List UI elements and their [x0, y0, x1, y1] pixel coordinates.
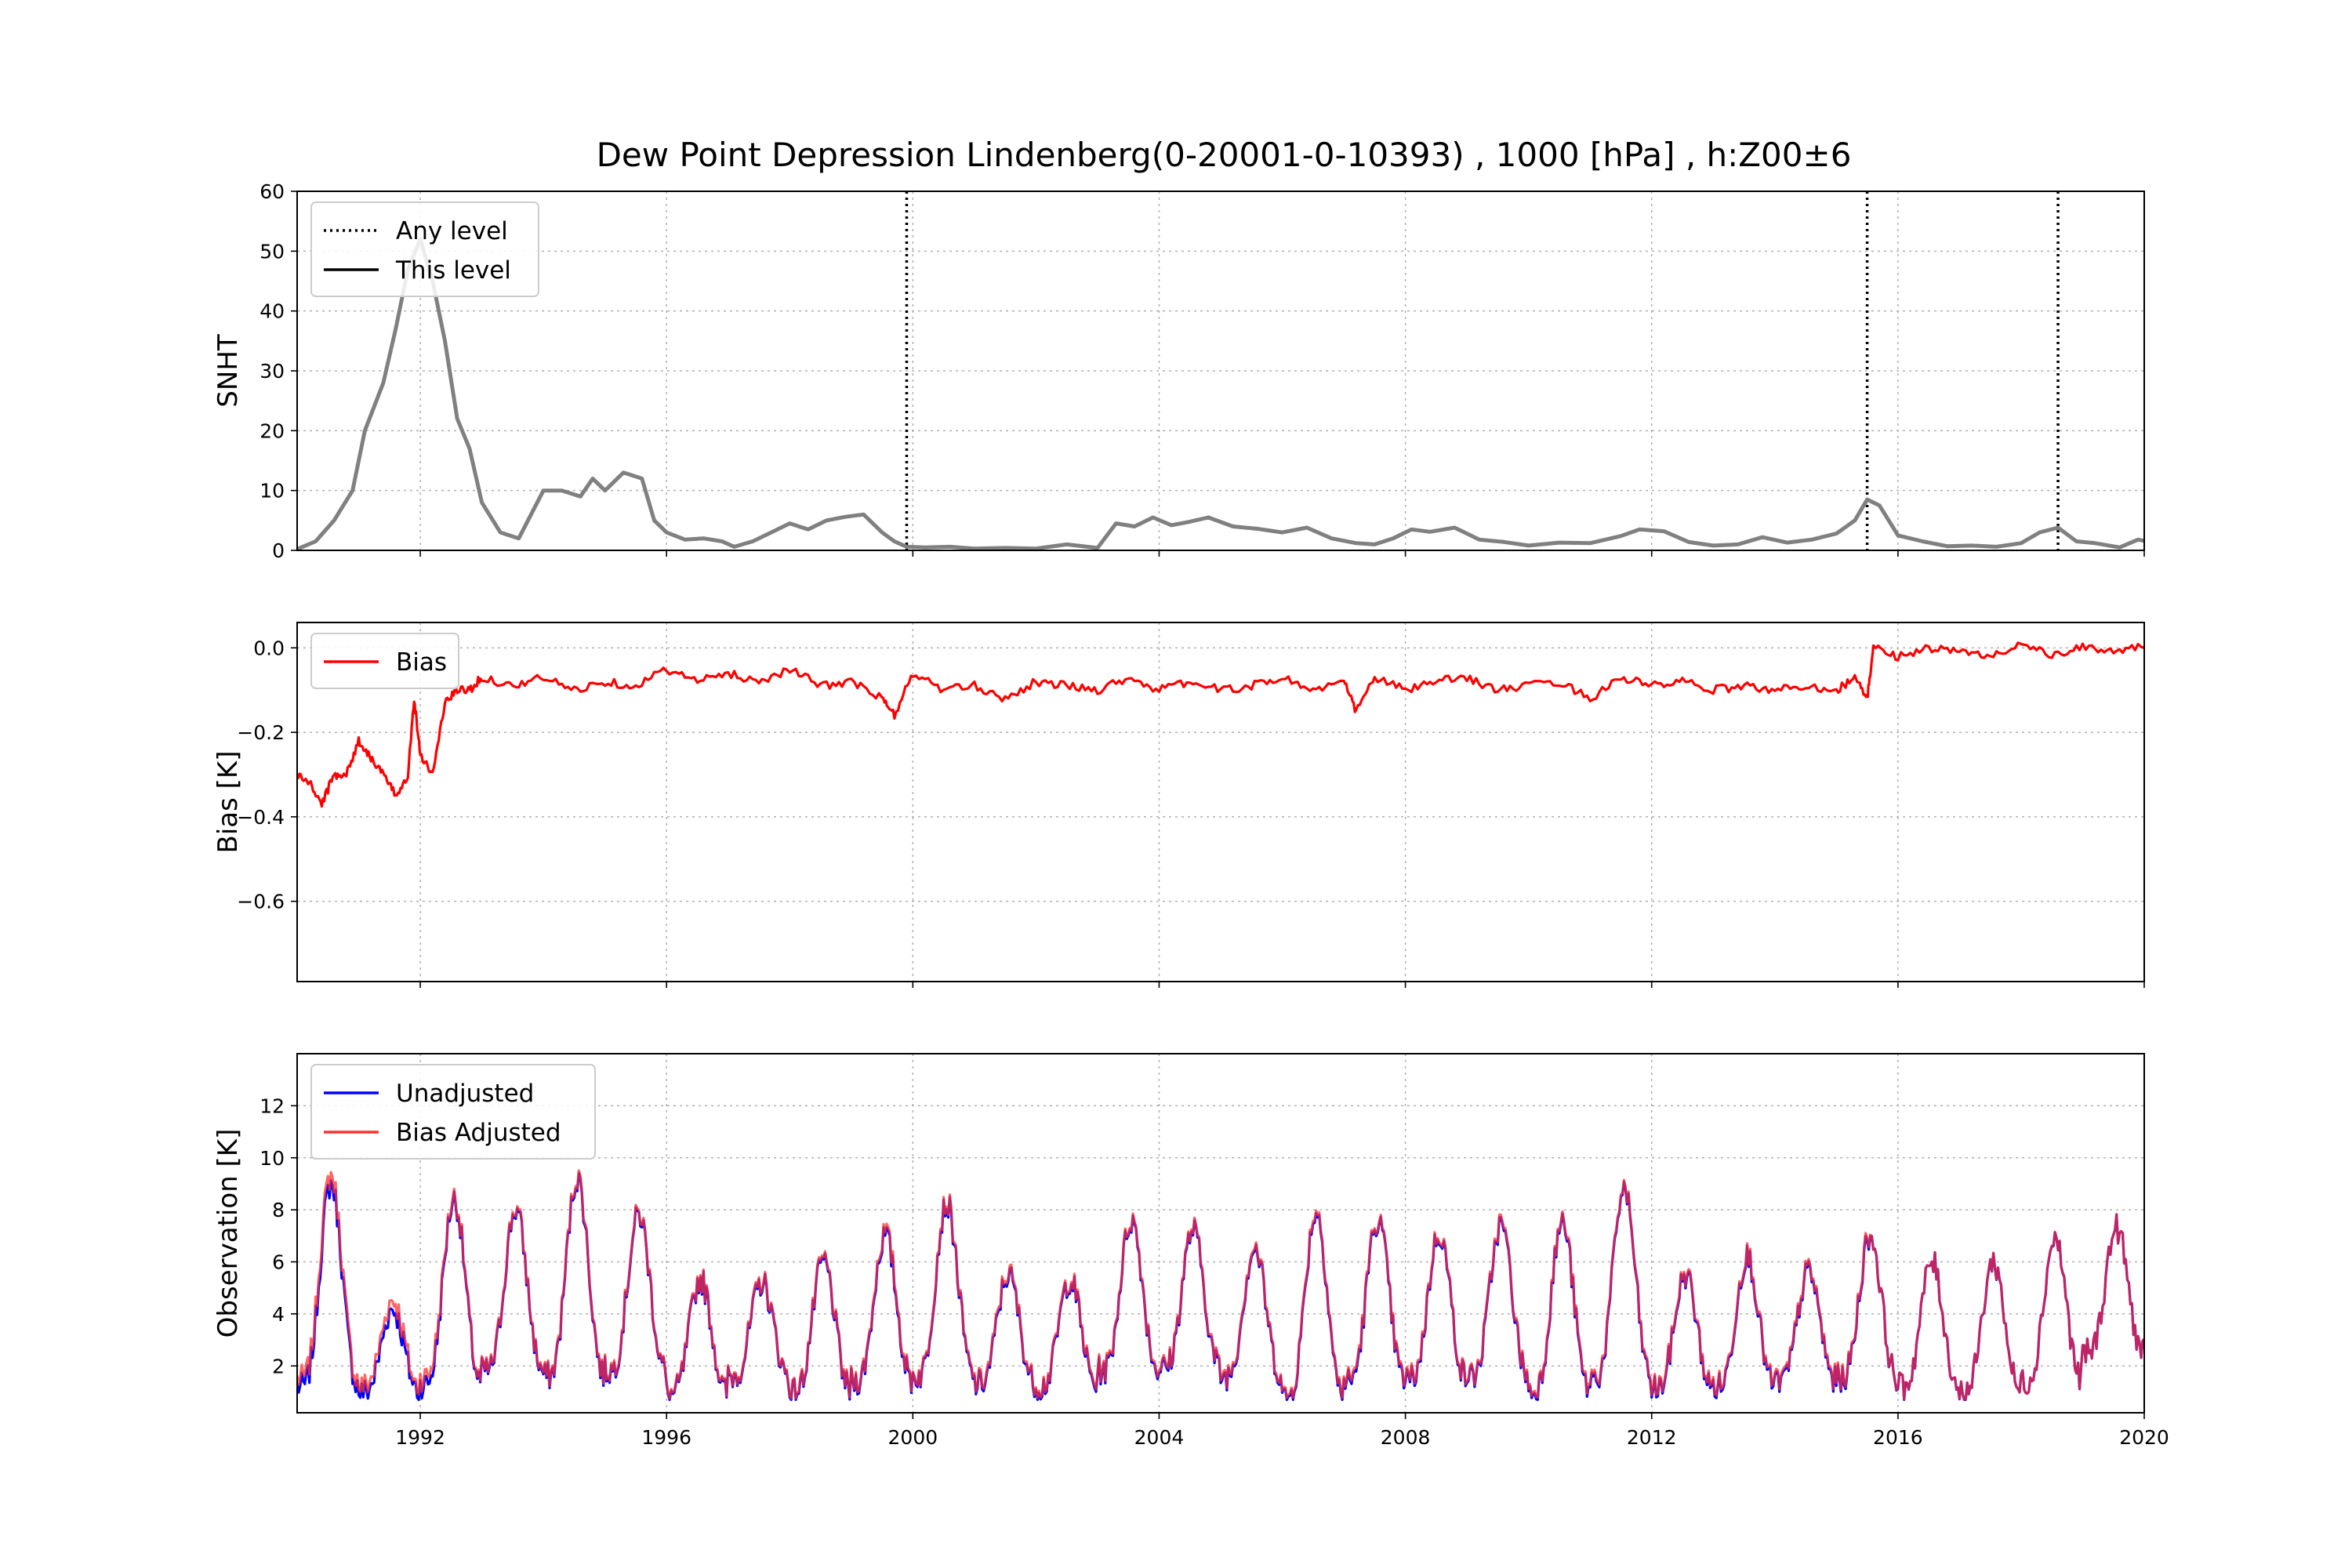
- snht-y-tick-label: 40: [260, 300, 285, 323]
- observation-axes-frame: [296, 1053, 2145, 1414]
- observation-y-tick-label: 4: [272, 1303, 285, 1326]
- bias-panel: 0.0 −0.2 −0.4 −0.6 Bias [K] Bias: [212, 622, 2145, 988]
- observation-y-tick-label: 2: [272, 1355, 285, 1377]
- observation-y-tick-label: 10: [260, 1147, 285, 1170]
- snht-legend-label: Any level: [396, 217, 508, 245]
- bias-adjusted-series-line: [297, 1169, 2144, 1401]
- observation-y-tick-label: 8: [272, 1199, 285, 1221]
- bias-y-tick-label: −0.4: [237, 806, 285, 829]
- x-tick-label: 2012: [1627, 1426, 1677, 1449]
- x-tick-label: 2008: [1381, 1426, 1431, 1449]
- chart-title: Dew Point Depression Lindenberg(0-20001-…: [597, 136, 1852, 174]
- snht-plot-area: [297, 191, 2144, 550]
- snht-y-tick-label: 50: [260, 240, 285, 263]
- bias-axes-frame: [296, 622, 2145, 982]
- snht-y-tick-label: 30: [260, 360, 285, 383]
- x-tick-label: 2004: [1134, 1426, 1185, 1449]
- snht-axes-frame: [296, 191, 2145, 551]
- bias-y-axis-label: Bias [K]: [212, 751, 244, 854]
- snht-panel: 0 10 20 30 40 50 60 SNHT Any level This level: [212, 180, 2145, 562]
- snht-series-line: [297, 237, 2144, 550]
- observation-legend-box: [310, 1064, 596, 1160]
- bias-y-tick-label: 0.0: [253, 637, 285, 659]
- snht-y-tick-label: 20: [260, 419, 285, 442]
- x-tick-label: 2016: [1873, 1426, 1923, 1449]
- x-tick-label: 1996: [641, 1426, 691, 1449]
- x-tick-label: 1992: [395, 1426, 445, 1449]
- bias-y-tick-label: −0.2: [237, 721, 285, 744]
- observation-legend: Unadjusted Bias Adjusted: [310, 1064, 596, 1160]
- observation-legend-label: Bias Adjusted: [396, 1119, 561, 1147]
- observation-y-tick-label: 12: [260, 1094, 285, 1117]
- x-tick-label: 2020: [2119, 1426, 2169, 1449]
- observation-panel: 2 4 6 8 10 12 1992 1996 2000 2004 2008 2012 2016 2020…: [212, 1053, 2169, 1449]
- bias-legend-label: Bias: [396, 648, 447, 677]
- snht-y-tick-label: 60: [260, 180, 285, 203]
- observation-legend-label: Unadjusted: [396, 1080, 534, 1108]
- bias-legend-box: [310, 633, 459, 689]
- observation-y-tick-label: 6: [272, 1251, 285, 1274]
- snht-y-tick-label: 10: [260, 480, 285, 503]
- snht-legend: Any level This level: [310, 201, 539, 297]
- snht-y-axis-label: SNHT: [212, 334, 244, 408]
- bias-y-tick-label: −0.6: [237, 891, 285, 913]
- snht-legend-box: [310, 201, 539, 297]
- x-tick-label: 2000: [888, 1426, 938, 1449]
- bias-series-line: [297, 641, 2144, 808]
- bias-plot-area: [297, 641, 2144, 808]
- observation-plot-area: [297, 1169, 2144, 1401]
- bias-legend: Bias: [310, 633, 459, 689]
- snht-y-tick-label: 0: [272, 539, 285, 562]
- snht-legend-label: This level: [395, 256, 511, 285]
- observation-y-axis-label: Observation [K]: [212, 1129, 244, 1338]
